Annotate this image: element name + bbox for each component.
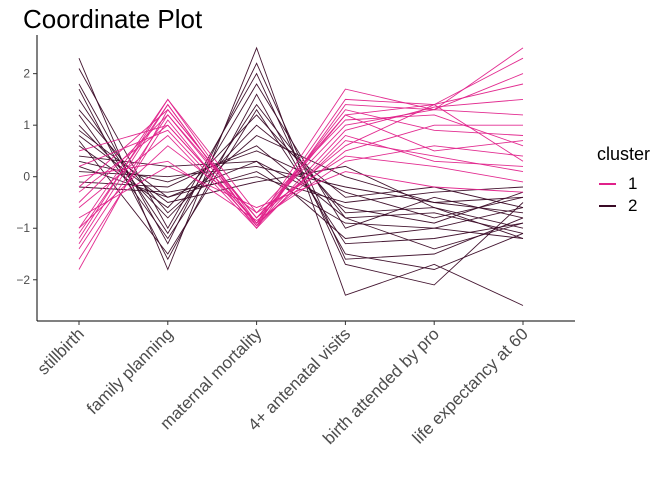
series-line-cluster-2-17: [78, 165, 524, 239]
x-tick-label: stillbirth: [34, 324, 88, 378]
series-line-cluster-1-4: [78, 98, 524, 244]
series-line-cluster-1-1: [78, 47, 524, 239]
series-line-cluster-2-15: [78, 108, 524, 255]
series-line-cluster-1-9: [78, 145, 524, 222]
series-line-cluster-1-14: [78, 165, 524, 219]
y-tick-label: −1: [16, 221, 30, 235]
x-tick-label: family planning: [83, 324, 177, 418]
y-tick-label: 1: [23, 118, 30, 132]
legend-item-2: 2: [597, 195, 650, 217]
y-tick-label: −2: [16, 273, 30, 287]
legend-swatch-2: [599, 205, 616, 207]
series-line-cluster-1-12: [78, 145, 524, 229]
y-tick-label: 2: [23, 67, 30, 81]
series-line-cluster-2-10: [78, 83, 524, 235]
legend: cluster 1 2: [597, 144, 650, 217]
legend-swatch-1: [599, 183, 616, 185]
series-line-cluster-1-16: [78, 98, 524, 234]
series-line-cluster-2-11: [78, 135, 524, 229]
series-line-cluster-1-8: [78, 129, 524, 227]
legend-item-1: 1: [597, 173, 650, 195]
legend-title: cluster: [597, 144, 651, 164]
series-line-cluster-1-11: [78, 109, 524, 250]
chart-title: Coordinate Plot: [23, 4, 203, 34]
y-tick-label: 0: [23, 170, 30, 184]
legend-label-1: 1: [628, 174, 638, 193]
series-line-cluster-1-13: [78, 83, 524, 219]
series-line-cluster-2-6: [78, 114, 524, 239]
legend-label-2: 2: [628, 196, 638, 215]
series-line-cluster-2-18: [78, 62, 524, 260]
series-line-cluster-1-15: [78, 114, 524, 224]
